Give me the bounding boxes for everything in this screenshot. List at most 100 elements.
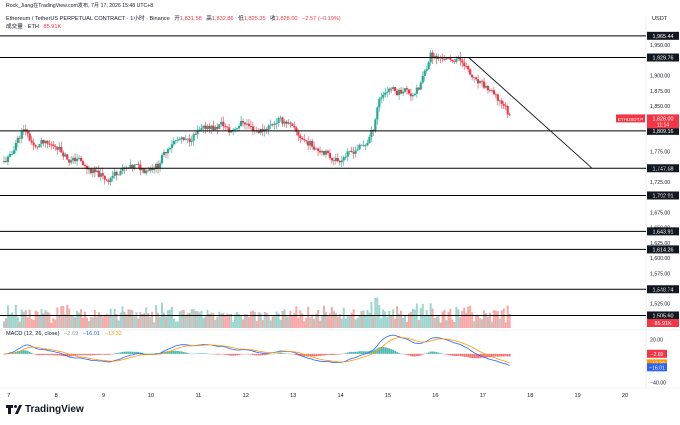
volume-bar (202, 317, 205, 328)
level-price-tag (647, 285, 679, 294)
volume-bar (143, 313, 146, 328)
trendline[interactable] (468, 57, 593, 169)
candle-body (403, 88, 407, 92)
candle-body (141, 168, 144, 171)
candle-body (194, 134, 197, 136)
candle-body (28, 133, 31, 141)
macd-histogram-bar (18, 350, 21, 354)
candle-body (362, 145, 365, 147)
macd-histogram-bar (238, 353, 240, 356)
volume-bar (222, 313, 225, 328)
volume-bar (492, 310, 495, 328)
tradingview-logo[interactable]: TradingView (6, 404, 84, 415)
macd-histogram-bar (364, 351, 367, 354)
volume-bar (123, 311, 126, 328)
volume-bar (164, 316, 167, 328)
candle-body (186, 138, 189, 140)
candle-body (14, 142, 17, 151)
macd-histogram-bar (481, 353, 483, 358)
volume-bar (214, 319, 217, 328)
volume-bar (378, 304, 381, 328)
macd-histogram-bar (216, 353, 219, 355)
macd-legend[interactable]: MACD (12, 26, close) −2.69 −16.01 −13.32 (6, 331, 122, 338)
volume-bar (265, 312, 268, 328)
candle-body (147, 170, 150, 172)
macd-histogram-bar (103, 353, 106, 355)
candle-body (486, 85, 490, 91)
price-axis[interactable]: 1,965.44 1,929.76 1,809.16 1,747.68 1,702.91… (616, 31, 679, 387)
candle-body (397, 89, 401, 96)
macd-histogram-bar (91, 353, 94, 356)
macd-histogram-bar (109, 353, 112, 355)
volume-tag (647, 319, 679, 327)
candle-body (478, 80, 482, 84)
macd-histogram-bar (230, 353, 233, 356)
candle-body (192, 134, 195, 141)
volume-bars (3, 297, 511, 328)
candlestick-series (2, 49, 511, 186)
candle-body (443, 58, 446, 60)
candle-body (91, 169, 94, 174)
candle-body (40, 139, 43, 145)
volume-bar (16, 316, 19, 328)
time-axis[interactable]: 7 8 9 10 11 12 13 14 15 16 17 18 19 20 (7, 393, 628, 399)
volume-bar (461, 310, 464, 328)
candle-body (64, 154, 67, 157)
volume-bar (293, 312, 296, 328)
macd-histogram-bar (390, 349, 393, 354)
volume-bar (255, 320, 258, 328)
volume-bar (131, 310, 134, 328)
candle-body (178, 139, 181, 140)
level-price-label: 1,505.60 (653, 314, 674, 320)
volume-bar (441, 311, 444, 328)
macd-histogram-bar (315, 353, 317, 357)
volume-bar (271, 316, 274, 328)
candle-body (382, 94, 385, 98)
volume-bar (380, 318, 383, 328)
candle-body (378, 98, 381, 108)
candle-body (196, 130, 199, 135)
candle-body (241, 120, 245, 123)
volume-bar (129, 309, 132, 328)
candle-body (30, 140, 33, 143)
macd-histogram-bar (348, 352, 351, 354)
volume-bar (405, 321, 408, 328)
candle-body (374, 119, 377, 131)
volume-bar (475, 315, 478, 328)
horizontal-levels[interactable] (0, 35, 646, 316)
volume-bar (311, 314, 314, 328)
macd-histogram-bar (76, 353, 78, 356)
candle-body (204, 125, 207, 130)
candle-body (484, 85, 488, 88)
candle-body (269, 124, 272, 126)
volume-legend[interactable]: 成交量 · ETH 85.91K (6, 24, 61, 31)
volume-bar (307, 306, 310, 328)
volume-bar (263, 312, 266, 328)
macd-histogram-bar (97, 353, 100, 356)
macd-histogram-bar (445, 353, 448, 355)
candle-body (275, 122, 278, 124)
volume-bar (127, 309, 130, 328)
time-tick-label: 16 (432, 393, 438, 399)
candle-body (273, 123, 276, 126)
volume-bar (60, 306, 63, 328)
candle-body (490, 90, 494, 91)
macd-histogram-bar (133, 351, 136, 354)
candle-body (459, 57, 462, 61)
macd-histogram-bar (449, 353, 452, 356)
macd-histogram-bar (44, 353, 47, 355)
volume-bar (28, 309, 31, 328)
macd-value-label: −2.69 (651, 352, 664, 358)
candle-body (453, 61, 456, 62)
candle-body (160, 155, 164, 164)
volume-bar (336, 316, 339, 328)
volume-bar (117, 320, 120, 328)
price-tick-label: 1,700.00 (650, 195, 670, 201)
symbol-title[interactable]: Ethereum / TetherUS PERPETUAL CONTRACT ·… (6, 16, 170, 22)
candle-body (285, 121, 288, 124)
candle-body (121, 167, 124, 171)
macd-histogram-bar (384, 347, 387, 354)
volume-bar (309, 317, 312, 328)
volume-bar (228, 314, 231, 328)
